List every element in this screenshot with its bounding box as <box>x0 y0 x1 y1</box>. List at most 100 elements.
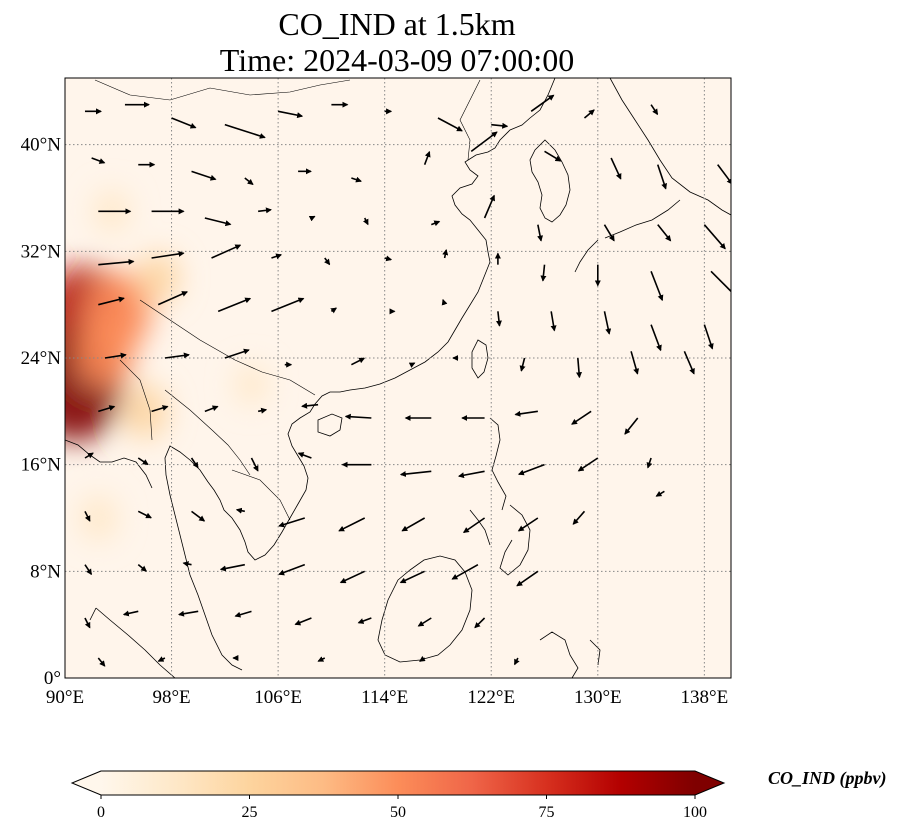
wind-arrow <box>401 517 426 532</box>
concentration-hotspot <box>79 494 118 542</box>
colorbar-tick-label: 0 <box>97 804 105 821</box>
wind-arrow <box>157 656 166 662</box>
wind-arrow <box>683 351 695 375</box>
wind-arrow <box>171 117 197 129</box>
wind-arrow <box>98 296 125 306</box>
wind-arrow <box>278 517 305 528</box>
wind-arrow <box>571 410 592 425</box>
colorbar-ticks: 0 25 50 75 100 <box>97 795 707 821</box>
wind-arrow <box>91 157 106 164</box>
wind-arrow <box>137 564 148 572</box>
wind-arrow <box>417 617 432 627</box>
wind-vectors <box>84 94 731 667</box>
indochina-coastline <box>164 445 243 671</box>
wind-arrow <box>178 610 199 617</box>
wind-arrow <box>457 470 485 479</box>
wind-arrow <box>204 405 219 413</box>
wind-arrow <box>182 561 192 567</box>
y-axis-ticks: 0° 8°N 16°N 24°N 32°N 40°N <box>21 135 62 689</box>
wind-arrow <box>190 457 199 469</box>
wind-arrow <box>84 452 94 459</box>
colorbar-label: CO_IND (ppbv) <box>768 768 887 788</box>
wind-arrow <box>271 297 305 313</box>
wind-arrow <box>137 457 149 466</box>
hainan-coastline <box>317 413 343 437</box>
wind-arrow <box>550 311 557 332</box>
taiwan-coastline <box>471 339 489 379</box>
wind-arrow <box>191 510 206 522</box>
korea-coastline <box>529 139 571 223</box>
x-tick-label: 122°E <box>467 687 515 708</box>
x-tick-label: 138°E <box>681 687 729 708</box>
wind-arrow <box>703 224 726 250</box>
borneo-coastline <box>377 555 473 663</box>
concentration-hotspot <box>137 252 180 304</box>
x-tick-label: 106°E <box>254 687 302 708</box>
x-tick-label: 90°E <box>46 687 84 708</box>
wind-arrow <box>399 470 432 477</box>
wind-arrow <box>572 510 586 525</box>
wind-arrow <box>317 656 326 662</box>
wind-arrow <box>97 657 106 667</box>
wind-arrow <box>351 176 362 183</box>
wind-arrow <box>517 463 545 476</box>
wind-arrow <box>470 131 498 152</box>
wind-arrow <box>362 217 369 226</box>
colorbar-tick-label: 50 <box>390 804 406 821</box>
wind-arrow <box>583 109 595 119</box>
wind-arrow <box>577 457 599 472</box>
wind-arrow <box>351 357 366 366</box>
wind-arrow <box>219 563 245 572</box>
wind-arrow <box>462 517 486 534</box>
wind-arrow <box>710 270 731 298</box>
wind-arrow <box>84 510 91 522</box>
wind-arrow <box>610 157 622 180</box>
wind-arrow <box>516 570 539 587</box>
wind-arrow <box>308 215 316 222</box>
philippines-coastline <box>469 417 531 576</box>
map-area[interactable] <box>28 78 736 678</box>
wind-arrow <box>540 264 547 282</box>
wind-arrow <box>224 123 266 139</box>
concentration-hotspot <box>75 315 135 388</box>
colorbar-tick-label: 25 <box>242 804 258 821</box>
wind-arrow <box>338 517 366 532</box>
wind-arrow <box>544 150 562 162</box>
wind-arrow <box>224 348 250 359</box>
wind-arrow <box>344 413 372 420</box>
colorbar-extend-high <box>695 771 724 795</box>
wind-arrow <box>408 362 416 368</box>
map-frame <box>64 77 732 679</box>
wind-arrow <box>104 352 127 359</box>
y-tick-label: 8°N <box>30 561 61 582</box>
plot-title-line2: Time: 2024-03-09 07:00:00 <box>219 42 575 78</box>
wind-arrow <box>603 311 612 335</box>
wind-arrow <box>151 250 185 259</box>
wind-arrow <box>656 164 668 190</box>
concentration-hotspot <box>234 364 269 405</box>
wind-arrow <box>431 220 441 227</box>
y-tick-label: 0° <box>44 668 61 689</box>
colorbar: 0 25 50 75 100 <box>70 770 726 821</box>
wind-arrow <box>137 510 152 519</box>
concentration-field <box>65 189 269 542</box>
wind-arrow <box>474 617 486 629</box>
y-tick-label: 24°N <box>21 348 62 369</box>
wind-arrow <box>650 324 662 352</box>
wind-arrow <box>442 249 449 259</box>
wind-arrow <box>234 610 252 618</box>
wind-arrow <box>624 417 639 435</box>
wind-arrow <box>650 104 659 116</box>
wind-arrow <box>217 297 252 313</box>
x-axis-ticks: 90°E 98°E 106°E 114°E 122°E 130°E 138°E <box>46 687 728 708</box>
wind-arrow <box>646 457 653 469</box>
japan-coastline <box>574 78 731 273</box>
colorbar-gradient <box>101 771 695 795</box>
wind-arrow <box>157 291 188 306</box>
gridlines <box>65 78 731 678</box>
x-tick-label: 114°E <box>361 687 408 708</box>
wind-arrow <box>703 324 714 350</box>
wind-arrow <box>250 457 259 472</box>
y-tick-label: 32°N <box>21 241 62 262</box>
